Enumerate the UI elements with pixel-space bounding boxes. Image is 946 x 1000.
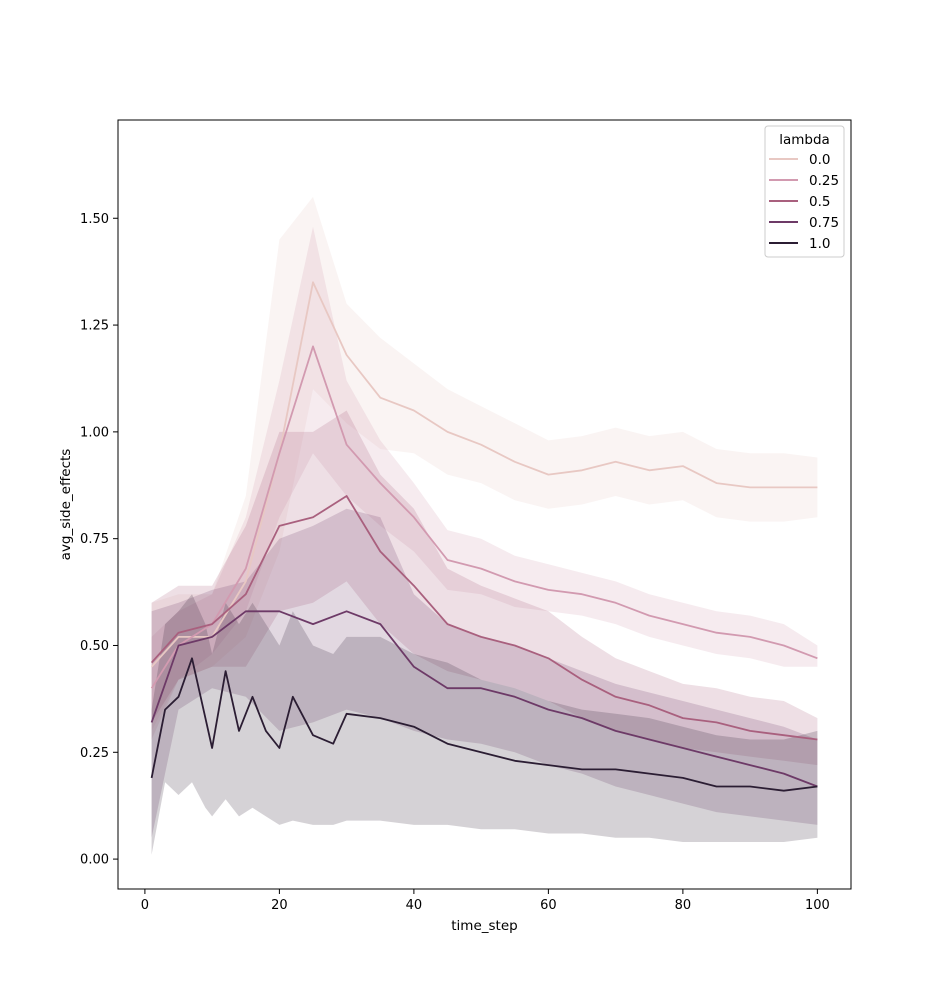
legend-label: 1.0 — [809, 236, 830, 252]
legend-label: 0.75 — [809, 215, 839, 231]
legend-item: 0.75 — [769, 215, 839, 231]
x-axis: 0 20 40 60 80 100 — [141, 889, 830, 913]
legend-label: 0.25 — [809, 173, 839, 189]
line-series-3 — [150, 610, 818, 788]
y-tick-label: 0.00 — [80, 853, 109, 868]
legend-label: 0.5 — [809, 194, 830, 210]
y-tick-label: 1.00 — [80, 425, 109, 440]
legend-item: 0.5 — [769, 194, 830, 210]
line-series-1 — [150, 345, 818, 689]
legend-items: 0.0 0.25 0.5 0.75 1.0 — [769, 152, 839, 252]
plot-frame — [117, 119, 852, 890]
x-tick-label: 20 — [271, 898, 288, 913]
band-series-1 — [151, 226, 818, 740]
y-axis: 0.00 0.25 0.50 0.75 1.00 1.25 1.50 — [80, 212, 118, 868]
y-tick-label: 1.50 — [80, 212, 109, 227]
x-tick-label: 40 — [406, 898, 423, 913]
line-series-4 — [150, 657, 818, 792]
band-series-3 — [151, 508, 818, 838]
x-tick-label: 100 — [805, 898, 830, 913]
legend-item: 1.0 — [769, 236, 830, 252]
y-axis-label: avg_side_effects — [58, 449, 74, 561]
legend-item: 0.0 — [769, 152, 830, 168]
legend-item: 0.25 — [769, 173, 839, 189]
legend-title: lambda — [779, 132, 830, 148]
series-lines — [150, 281, 818, 792]
band-series-4 — [151, 594, 818, 855]
line-series-0 — [150, 281, 818, 668]
x-tick-label: 80 — [675, 898, 692, 913]
x-tick-label: 60 — [540, 898, 557, 913]
y-tick-label: 1.25 — [80, 319, 109, 334]
x-axis-label: time_step — [451, 918, 517, 934]
y-tick-label: 0.25 — [80, 746, 109, 761]
band-series-0 — [151, 196, 818, 731]
y-tick-label: 0.50 — [80, 639, 109, 654]
legend-label: 0.0 — [809, 152, 830, 168]
band-series-2 — [151, 410, 818, 766]
line-series-2 — [150, 495, 818, 741]
confidence-bands — [151, 196, 818, 855]
legend: lambda 0.0 0.25 0.5 0.75 1.0 — [764, 125, 845, 258]
x-tick-label: 0 — [141, 898, 149, 913]
y-tick-label: 0.75 — [80, 532, 109, 547]
